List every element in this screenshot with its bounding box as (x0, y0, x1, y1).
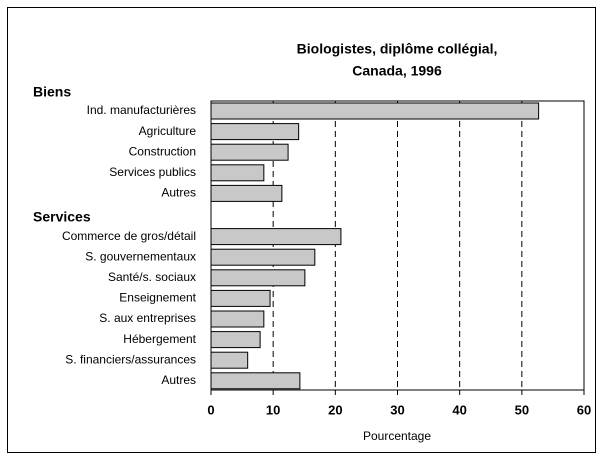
y-tick-label: Agriculture (139, 124, 197, 138)
group-label: Biens (33, 84, 71, 100)
chart-title: Biologistes, diplôme collégial, (297, 41, 498, 57)
bar (210, 248, 316, 266)
x-tick-label: 20 (328, 402, 342, 417)
y-tick-label: Autres (161, 373, 196, 387)
y-tick-label: Autres (161, 186, 196, 200)
bar (210, 184, 283, 202)
chart-title: Canada, 1996 (352, 63, 442, 79)
y-tick-label: Construction (129, 144, 196, 158)
x-tick-label: 10 (266, 402, 280, 417)
x-tick-label: 50 (515, 402, 529, 417)
frame (7, 7, 596, 453)
y-tick-label: Ind. manufacturières (87, 103, 196, 117)
bar (210, 123, 300, 141)
y-tick-label: Santé/s. sociaux (108, 270, 196, 284)
bar (210, 372, 301, 390)
y-tick-label: S. financiers/assurances (65, 352, 196, 366)
bar (210, 164, 265, 182)
y-tick-label: S. aux entreprises (99, 311, 196, 325)
group-label: Services (33, 208, 91, 224)
bar (210, 143, 289, 161)
bar (210, 228, 342, 246)
bar (210, 102, 540, 120)
bar (210, 310, 265, 328)
bar (210, 351, 249, 369)
bar (210, 269, 306, 287)
bar (210, 331, 261, 349)
x-tick-label: 30 (390, 402, 404, 417)
y-tick-label: Services publics (109, 165, 196, 179)
y-tick-label: Commerce de gros/détail (62, 229, 196, 243)
y-tick-label: Hébergement (123, 332, 196, 346)
x-tick-label: 0 (207, 402, 214, 417)
y-tick-label: Enseignement (119, 291, 196, 305)
x-tick-label: 60 (577, 402, 591, 417)
y-tick-label: S. gouvernementaux (85, 249, 196, 263)
plot-frame (210, 100, 585, 391)
bar (210, 289, 271, 307)
x-tick-label: 40 (452, 402, 466, 417)
x-axis-label: Pourcentage (363, 429, 431, 443)
